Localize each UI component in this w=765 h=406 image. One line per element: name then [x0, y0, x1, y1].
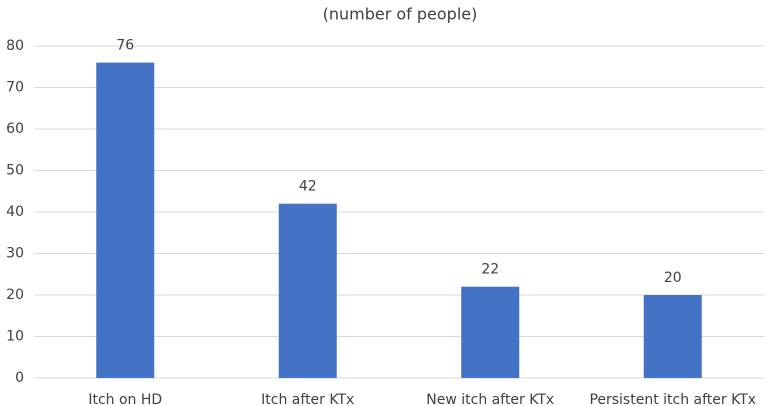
bar	[643, 295, 702, 378]
y-tick-label: 10	[6, 329, 24, 345]
y-tick-label: 70	[6, 80, 24, 96]
y-tick-label: 60	[6, 121, 24, 137]
y-tick-label: 20	[6, 287, 24, 303]
bar	[461, 286, 520, 378]
y-tick-label: 30	[6, 246, 24, 262]
data-label: 76	[116, 38, 134, 54]
y-tick-label: 80	[6, 38, 24, 54]
data-label: 22	[481, 262, 499, 278]
x-tick-label: Itch on HD	[88, 392, 162, 406]
x-tick-label: Persistent itch after KTx	[589, 392, 756, 406]
y-tick-label: 40	[6, 204, 24, 220]
chart-title: (number of people)	[323, 5, 478, 24]
bar	[278, 203, 337, 378]
x-tick-label: Itch after KTx	[261, 392, 354, 406]
bar	[96, 62, 155, 378]
y-tick-label: 50	[6, 163, 24, 179]
data-label: 20	[664, 270, 682, 286]
y-tick-label: 0	[15, 370, 24, 386]
data-label: 42	[299, 179, 317, 195]
x-tick-label: New itch after KTx	[426, 392, 554, 406]
